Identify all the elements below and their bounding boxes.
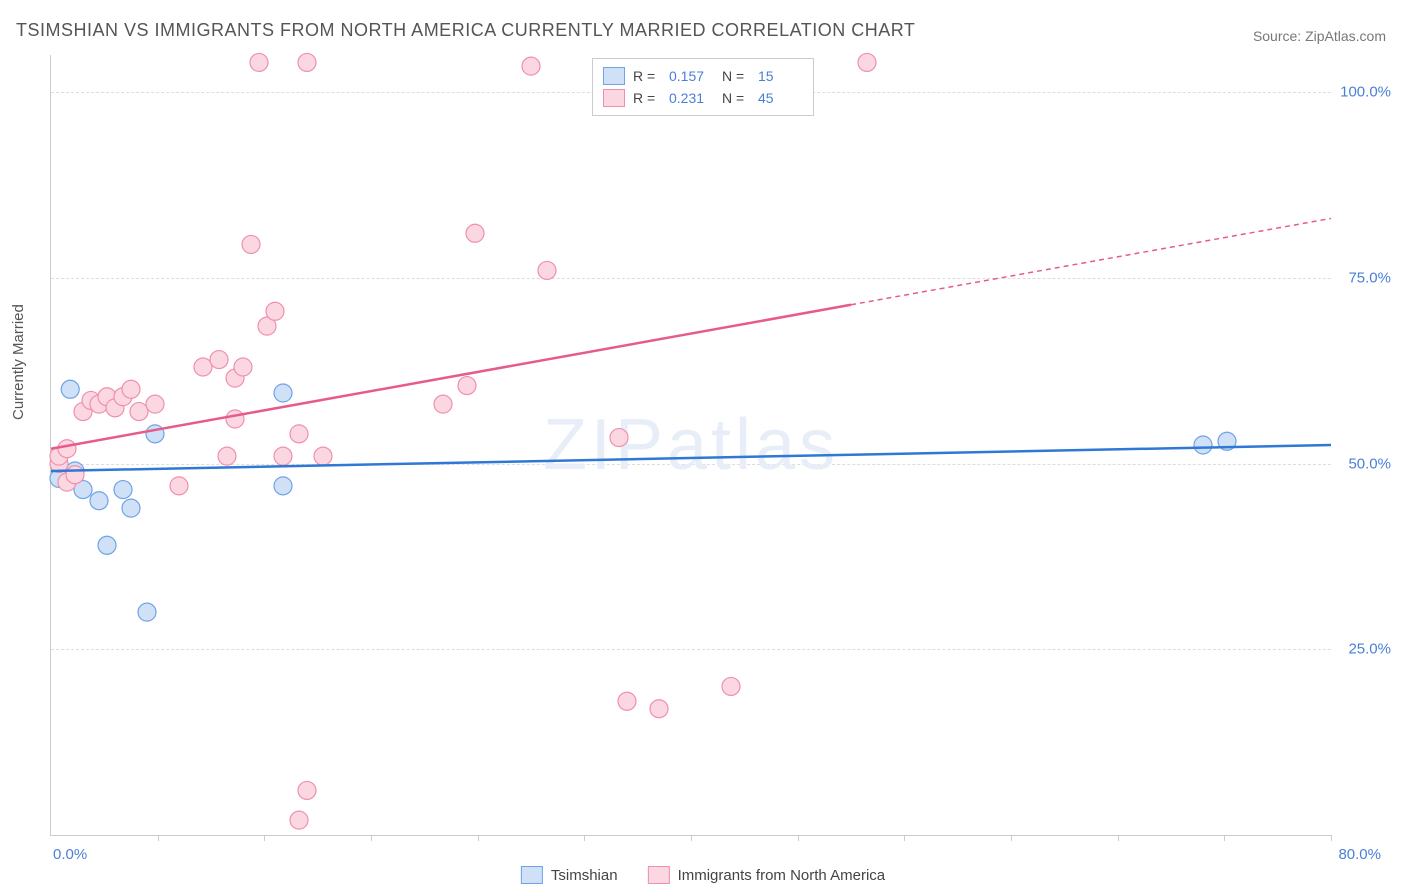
y-axis-title: Currently Married [10, 304, 27, 420]
scatter-point [290, 811, 308, 829]
scatter-point [610, 429, 628, 447]
legend-series-label: Tsimshian [551, 867, 618, 884]
scatter-point [1194, 436, 1212, 454]
scatter-point [146, 395, 164, 413]
scatter-point [298, 53, 316, 71]
x-tick-mark [798, 835, 799, 841]
scatter-point [218, 447, 236, 465]
legend-n-label: N = [722, 90, 750, 106]
scatter-point [618, 692, 636, 710]
legend-swatch [648, 866, 670, 884]
x-tick-mark [904, 835, 905, 841]
scatter-point [858, 53, 876, 71]
x-tick-mark [584, 835, 585, 841]
scatter-point [122, 380, 140, 398]
x-tick-mark [1224, 835, 1225, 841]
x-tick-mark [264, 835, 265, 841]
x-tick-mark [478, 835, 479, 841]
legend-series-item: Immigrants from North America [648, 866, 886, 884]
scatter-point [98, 536, 116, 554]
scatter-point [522, 57, 540, 75]
scatter-point [194, 358, 212, 376]
scatter-point [90, 492, 108, 510]
legend-r-value: 0.231 [669, 90, 714, 106]
legend-correlation-row: R = 0.231 N = 45 [603, 87, 803, 109]
legend-series: Tsimshian Immigrants from North America [521, 866, 885, 884]
scatter-point [130, 403, 148, 421]
regression-line [51, 305, 851, 449]
y-tick-label: 75.0% [1336, 269, 1391, 286]
legend-r-value: 0.157 [669, 68, 714, 84]
scatter-point [466, 224, 484, 242]
x-tick-label: 0.0% [53, 846, 87, 863]
chart-plot-area: ZIPatlas 25.0%50.0%75.0%100.0%0.0%80.0% [50, 55, 1331, 836]
legend-series-label: Immigrants from North America [678, 867, 886, 884]
scatter-point [274, 477, 292, 495]
plot-svg [51, 55, 1331, 835]
legend-series-item: Tsimshian [521, 866, 618, 884]
legend-n-value: 45 [758, 90, 803, 106]
scatter-point [242, 235, 260, 253]
scatter-point [250, 53, 268, 71]
legend-n-label: N = [722, 68, 750, 84]
scatter-point [266, 302, 284, 320]
scatter-point [61, 380, 79, 398]
y-tick-label: 25.0% [1336, 641, 1391, 658]
source-attribution: Source: ZipAtlas.com [1253, 28, 1386, 44]
scatter-point [138, 603, 156, 621]
legend-swatch [603, 89, 625, 107]
scatter-point [210, 351, 228, 369]
scatter-point [66, 466, 84, 484]
scatter-point [314, 447, 332, 465]
x-tick-mark [1118, 835, 1119, 841]
x-tick-mark [158, 835, 159, 841]
legend-correlation-row: R = 0.157 N = 15 [603, 65, 803, 87]
scatter-point [234, 358, 252, 376]
legend-n-value: 15 [758, 68, 803, 84]
scatter-point [122, 499, 140, 517]
legend-swatch [603, 67, 625, 85]
scatter-point [650, 700, 668, 718]
chart-title: TSIMSHIAN VS IMMIGRANTS FROM NORTH AMERI… [16, 20, 915, 41]
scatter-point [274, 384, 292, 402]
scatter-point [274, 447, 292, 465]
x-tick-mark [1331, 835, 1332, 841]
legend-swatch [521, 866, 543, 884]
scatter-point [538, 261, 556, 279]
scatter-point [298, 781, 316, 799]
legend-r-label: R = [633, 68, 661, 84]
x-tick-mark [1011, 835, 1012, 841]
x-tick-mark [371, 835, 372, 841]
scatter-point [146, 425, 164, 443]
regression-line-dashed [851, 218, 1331, 304]
scatter-point [290, 425, 308, 443]
scatter-point [170, 477, 188, 495]
legend-r-label: R = [633, 90, 661, 106]
scatter-point [722, 677, 740, 695]
y-tick-label: 100.0% [1336, 84, 1391, 101]
scatter-point [226, 410, 244, 428]
scatter-point [114, 481, 132, 499]
legend-correlation-box: R = 0.157 N = 15 R = 0.231 N = 45 [592, 58, 814, 116]
scatter-point [434, 395, 452, 413]
x-tick-mark [691, 835, 692, 841]
x-tick-label: 80.0% [1338, 846, 1381, 863]
scatter-point [58, 440, 76, 458]
scatter-point [458, 377, 476, 395]
regression-line [51, 445, 1331, 471]
y-tick-label: 50.0% [1336, 455, 1391, 472]
